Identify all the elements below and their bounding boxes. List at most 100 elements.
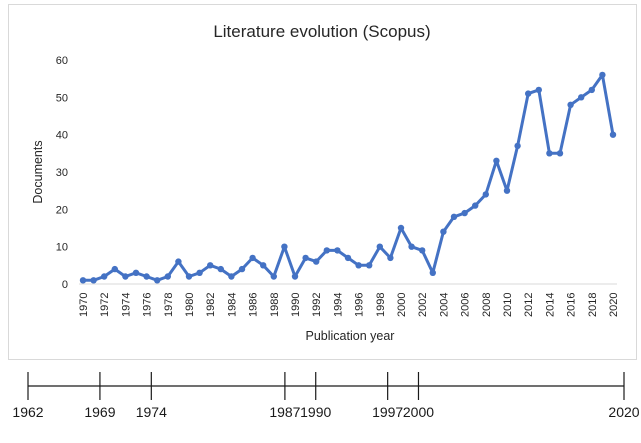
- data-point: [238, 265, 246, 273]
- data-point: [334, 247, 341, 254]
- data-point: [578, 94, 585, 101]
- data-point: [90, 277, 97, 284]
- data-point: [429, 269, 436, 276]
- data-point: [344, 254, 352, 262]
- x-tick-label: 2002: [417, 293, 429, 317]
- data-point: [270, 273, 277, 280]
- data-point: [175, 258, 182, 265]
- data-point: [514, 142, 521, 150]
- data-point: [143, 273, 150, 280]
- x-tick-label: 1998: [375, 293, 387, 317]
- x-tick-label: 1984: [226, 293, 238, 317]
- x-tick-label: 1990: [290, 293, 302, 317]
- x-tick-label: 1994: [332, 293, 344, 317]
- data-point: [249, 254, 256, 262]
- data-point: [207, 262, 214, 269]
- data-point: [228, 273, 235, 280]
- x-tick-label: 2006: [460, 293, 472, 317]
- data-point: [101, 273, 108, 280]
- data-point: [260, 262, 267, 269]
- data-point: [281, 243, 288, 250]
- data-point: [450, 213, 458, 220]
- data-point: [313, 258, 320, 265]
- chart-area: [8, 4, 637, 360]
- chart-title: Literature evolution (Scopus): [213, 22, 430, 41]
- data-point: [482, 191, 489, 198]
- data-point: [408, 243, 415, 250]
- data-point: [556, 150, 564, 157]
- data-point: [111, 265, 119, 273]
- timeline-label: 1974: [136, 404, 167, 420]
- x-tick-label: 1974: [120, 293, 132, 317]
- data-point: [217, 265, 224, 273]
- y-tick-label: 30: [56, 167, 68, 179]
- data-point: [79, 277, 87, 284]
- plot-area: 0 10 20 30 40 50 60 1970 1972 1974 1976 1978 1980 198…: [56, 55, 620, 317]
- data-point: [525, 90, 532, 97]
- data-point: [196, 269, 203, 276]
- series-line: [81, 73, 615, 282]
- y-tick-label: 40: [56, 130, 68, 142]
- timeline-label: 1997: [372, 404, 403, 420]
- x-tick-label: 1988: [269, 293, 281, 317]
- data-point: [397, 224, 405, 232]
- timeline-label: 1987: [269, 404, 300, 420]
- y-tick-label: 60: [56, 55, 68, 67]
- data-point: [164, 273, 171, 280]
- data-point: [185, 273, 193, 280]
- y-tick-label: 0: [62, 279, 68, 291]
- data-point: [366, 262, 373, 269]
- timeline-label: 1990: [300, 404, 331, 420]
- data-point: [472, 202, 479, 209]
- x-tick-label: 1972: [99, 293, 111, 317]
- x-tick-label: 2012: [523, 293, 535, 317]
- x-tick-label: 2004: [438, 293, 450, 317]
- data-point: [154, 277, 161, 284]
- timeline-label: 1969: [84, 404, 115, 420]
- x-tick-label: 1996: [354, 293, 366, 317]
- x-tick-label: 1982: [205, 293, 217, 317]
- timeline-label: 2000: [403, 404, 434, 420]
- data-point: [461, 209, 468, 217]
- data-point: [132, 269, 140, 276]
- y-axis-title: Documents: [31, 140, 45, 203]
- x-tick-label: 2010: [502, 293, 514, 317]
- data-point: [599, 71, 606, 79]
- x-tick-label: 1986: [248, 293, 260, 317]
- data-point: [419, 247, 426, 254]
- data-point: [376, 243, 383, 250]
- timeline-label: 1962: [12, 404, 43, 420]
- data-point: [387, 254, 394, 262]
- x-tick-label: 2000: [396, 293, 408, 317]
- x-tick-label: 2014: [544, 293, 556, 317]
- data-point: [546, 150, 553, 157]
- x-tick-label: 1976: [142, 293, 154, 317]
- x-tick-label: 2008: [481, 293, 493, 317]
- x-tick-label: 2020: [608, 293, 620, 317]
- data-point: [122, 273, 129, 280]
- data-point: [323, 247, 330, 254]
- data-point: [440, 228, 447, 235]
- x-tick-label: 1970: [78, 293, 90, 317]
- y-tick-label: 10: [56, 242, 68, 254]
- data-point: [302, 254, 309, 262]
- y-tick-label: 50: [56, 92, 68, 104]
- data-point: [535, 86, 542, 94]
- data-point: [588, 86, 595, 94]
- timeline-label: 2020: [608, 404, 639, 420]
- data-point: [567, 101, 574, 109]
- x-tick-label: 2016: [566, 293, 578, 317]
- data-point: [291, 273, 299, 280]
- data-point: [503, 187, 511, 194]
- x-tick-label: 1980: [184, 293, 196, 317]
- y-tick-label: 20: [56, 204, 68, 216]
- data-point: [355, 262, 362, 269]
- x-axis-title: Publication year: [306, 329, 395, 343]
- data-point: [609, 131, 617, 138]
- x-tick-label: 1992: [311, 293, 323, 317]
- x-tick-label: 1978: [163, 293, 175, 317]
- timeline: 1962 1969 1974 1987 1990 1997 2000 2020: [12, 372, 640, 420]
- x-tick-label: 2018: [587, 293, 599, 317]
- data-point: [493, 157, 500, 164]
